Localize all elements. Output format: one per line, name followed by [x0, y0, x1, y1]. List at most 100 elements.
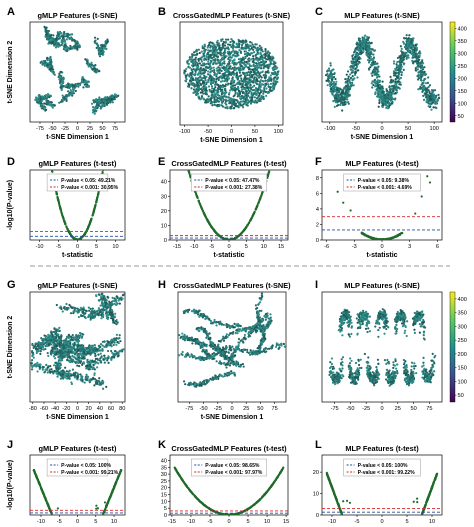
scatter-point	[236, 77, 239, 80]
panel-b: B CrossGatedMLP Features (t-SNE)-100 -50 0 5…	[158, 6, 291, 144]
x-tick-label: 0	[227, 244, 230, 250]
volcano-point	[106, 146, 108, 148]
scatter-point	[208, 90, 211, 93]
scatter-point	[225, 55, 228, 58]
scatter-point	[266, 54, 269, 57]
x-tick-label: 100	[274, 129, 283, 135]
scatter-point	[111, 98, 115, 101]
scatter-point	[81, 75, 84, 79]
scatter-point	[255, 87, 258, 90]
scatter-point	[198, 62, 201, 65]
scatter-point	[187, 66, 190, 69]
volcano-point	[110, 118, 112, 120]
scatter-point	[258, 97, 261, 100]
scatter-point	[202, 52, 205, 55]
scatter-point	[45, 108, 48, 111]
scatter-point	[213, 87, 216, 91]
scatter-point	[225, 80, 229, 83]
scatter-point	[264, 79, 267, 82]
scatter-point	[58, 35, 62, 38]
scatter-point	[215, 73, 218, 76]
scatter-point	[35, 99, 39, 103]
scatter-point	[196, 92, 199, 95]
scatter-point	[355, 60, 358, 64]
volcano-point	[105, 154, 107, 156]
scatter-point	[352, 70, 355, 74]
volcano-point	[119, 42, 121, 44]
scatter-point	[357, 44, 360, 47]
scatter-point	[188, 85, 191, 88]
scatter-point	[217, 84, 220, 88]
volcano-point	[110, 118, 112, 120]
scatter-point	[273, 85, 276, 88]
scatter-point	[245, 54, 249, 57]
scatter-point	[249, 90, 252, 93]
scatter-point	[205, 75, 208, 78]
scatter-point	[201, 88, 204, 92]
scatter-point	[398, 60, 401, 63]
scatter-point	[399, 54, 403, 57]
scatter-point	[229, 81, 233, 85]
scatter-point	[260, 60, 263, 64]
x-tick-label: 100	[430, 126, 439, 132]
x-axis-label: t-statistic	[213, 252, 244, 259]
scatter-point	[402, 36, 406, 40]
scatter-point	[226, 46, 229, 49]
scatter-point	[203, 49, 206, 52]
scatter-point	[238, 92, 242, 95]
scatter-point	[269, 82, 273, 86]
volcano-point	[38, 80, 40, 82]
scatter-point	[195, 79, 199, 83]
scatter-point	[259, 75, 262, 78]
scatter-point	[340, 92, 343, 95]
scatter-point	[100, 49, 103, 53]
scatter-point	[364, 48, 368, 51]
scatter-point	[334, 101, 337, 104]
scatter-point	[57, 43, 60, 46]
scatter-point	[386, 99, 389, 102]
scatter-point	[332, 80, 336, 84]
scatter-point	[252, 55, 255, 58]
volcano-point	[116, 69, 118, 71]
scatter-point	[214, 52, 217, 55]
scatter-point	[378, 91, 381, 94]
scatter-point	[221, 90, 224, 93]
scatter-point	[253, 51, 256, 54]
panel-letter: B	[158, 6, 166, 18]
volcano-point	[274, 149, 276, 151]
x-tick-label: 50	[405, 126, 411, 132]
x-tick-label: 75	[112, 126, 118, 132]
scatter-point	[211, 104, 214, 107]
volcano-point	[35, 56, 37, 58]
volcano-point	[38, 81, 40, 83]
scatter-point	[65, 99, 68, 102]
scatter-point	[69, 93, 72, 96]
volcano-point	[117, 64, 119, 66]
scatter-point	[412, 37, 415, 40]
scatter-point	[380, 101, 383, 104]
scatter-point	[368, 57, 371, 60]
scatter-point	[363, 36, 366, 39]
scatter-point	[338, 100, 341, 103]
scatter-point	[417, 60, 420, 63]
scatter-point	[98, 52, 101, 56]
volcano-point	[274, 148, 276, 150]
scatter-point	[217, 100, 221, 103]
scatter-point	[215, 67, 218, 70]
volcano-point	[45, 131, 47, 133]
volcano-point	[110, 115, 112, 117]
volcano-point	[120, 40, 122, 42]
scatter-point	[392, 70, 396, 73]
scatter-point	[71, 86, 74, 89]
volcano-point	[275, 144, 277, 146]
scatter-point	[244, 83, 247, 87]
scatter-point	[364, 34, 367, 37]
scatter-point	[420, 65, 423, 69]
x-tick-label: 5	[245, 244, 248, 250]
scatter-point	[228, 43, 232, 46]
scatter-point	[350, 68, 353, 71]
scatter-point	[200, 64, 203, 67]
scatter-point	[192, 73, 195, 76]
scatter-point	[72, 90, 75, 93]
scatter-point	[191, 83, 194, 87]
